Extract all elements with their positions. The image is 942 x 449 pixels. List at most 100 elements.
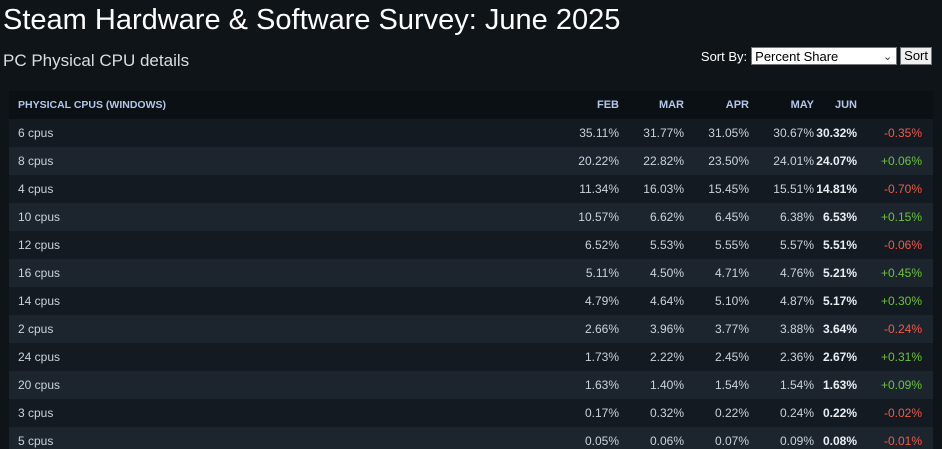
row-label: 2 cpus [9,315,562,343]
cell-apr: 1.54% [684,371,749,399]
cell-jun: 1.63% [814,371,875,399]
row-label: 10 cpus [9,203,562,231]
cell-mar: 3.96% [619,315,684,343]
cell-may: 2.36% [749,343,814,371]
cell-jun: 3.64% [814,315,875,343]
cell-may: 6.38% [749,203,814,231]
cell-feb: 20.22% [562,147,619,175]
column-header-mar: MAR [619,91,684,119]
cell-jun: 14.81% [814,175,875,203]
table-row: 10 cpus 10.57% 6.62% 6.45% 6.38% 6.53% +0.15% [9,203,933,231]
column-header-change [875,91,933,119]
table-row: 12 cpus 6.52% 5.53% 5.55% 5.57% 5.51% -0.06% [9,231,933,259]
row-label: 6 cpus [9,119,562,147]
cell-change: +0.09% [875,371,933,399]
cell-mar: 1.40% [619,371,684,399]
cell-jun: 24.07% [814,147,875,175]
cell-change: -0.24% [875,315,933,343]
sort-controls: Sort By: Percent Share ⌄ Sort [701,47,932,65]
row-label: 12 cpus [9,231,562,259]
table-row: 20 cpus 1.63% 1.40% 1.54% 1.54% 1.63% +0.09% [9,371,933,399]
table-row: 6 cpus 35.11% 31.77% 31.05% 30.67% 30.32% -0.3… [9,119,933,147]
table-header-row: PHYSICAL CPUS (WINDOWS) FEB MAR APR MAY … [9,91,933,119]
row-label: 5 cpus [9,427,562,449]
cell-change: +0.30% [875,287,933,315]
cell-apr: 5.10% [684,287,749,315]
sort-selected-value: Percent Share [755,49,839,64]
cell-feb: 10.57% [562,203,619,231]
cell-may: 4.87% [749,287,814,315]
cell-jun: 2.67% [814,343,875,371]
cell-mar: 0.06% [619,427,684,449]
sort-label: Sort By: [700,48,748,64]
cell-change: +0.06% [875,147,933,175]
cell-mar: 4.64% [619,287,684,315]
cell-mar: 6.62% [619,203,684,231]
cell-mar: 16.03% [619,175,684,203]
cell-feb: 2.66% [562,315,619,343]
cell-mar: 4.50% [619,259,684,287]
cell-apr: 6.45% [684,203,749,231]
cell-feb: 0.05% [562,427,619,449]
cell-mar: 31.77% [619,119,684,147]
cell-may: 1.54% [749,371,814,399]
cell-may: 3.88% [749,315,814,343]
table-row: 16 cpus 5.11% 4.50% 4.71% 4.76% 5.21% +0.45% [9,259,933,287]
cell-apr: 2.45% [684,343,749,371]
row-label: 24 cpus [9,343,562,371]
cell-change: +0.45% [875,259,933,287]
cell-feb: 0.17% [562,399,619,427]
cell-may: 0.24% [749,399,814,427]
table-row: 8 cpus 20.22% 22.82% 23.50% 24.01% 24.07% +0.0… [9,147,933,175]
cell-may: 4.76% [749,259,814,287]
column-header-name: PHYSICAL CPUS (WINDOWS) [9,91,562,119]
row-label: 16 cpus [9,259,562,287]
row-label: 8 cpus [9,147,562,175]
sort-button[interactable]: Sort [900,47,932,65]
cell-mar: 5.53% [619,231,684,259]
cell-apr: 0.07% [684,427,749,449]
cell-jun: 5.51% [814,231,875,259]
cpu-table-container: PHYSICAL CPUS (WINDOWS) FEB MAR APR MAY … [9,91,933,449]
cell-jun: 30.32% [814,119,875,147]
table-row: 4 cpus 11.34% 16.03% 15.45% 15.51% 14.81% -0.7… [9,175,933,203]
cell-apr: 0.22% [684,399,749,427]
chevron-down-icon: ⌄ [882,51,893,63]
cell-change: -0.01% [875,427,933,449]
cell-apr: 31.05% [684,119,749,147]
column-header-apr: APR [684,91,749,119]
cell-jun: 5.21% [814,259,875,287]
page-subtitle: PC Physical CPU details [3,51,190,70]
table-row: 3 cpus 0.17% 0.32% 0.22% 0.24% 0.22% -0.02% [9,399,933,427]
row-label: 4 cpus [9,175,562,203]
table-body: 6 cpus 35.11% 31.77% 31.05% 30.67% 30.32% -0.3… [9,119,933,449]
cell-apr: 23.50% [684,147,749,175]
table-row: 2 cpus 2.66% 3.96% 3.77% 3.88% 3.64% -0.24% [9,315,933,343]
row-label: 14 cpus [9,287,562,315]
cell-change: +0.31% [875,343,933,371]
cell-feb: 4.79% [562,287,619,315]
cell-jun: 5.17% [814,287,875,315]
page-title: Steam Hardware & Software Survey: June 2… [3,4,621,36]
cell-mar: 0.32% [619,399,684,427]
cell-feb: 11.34% [562,175,619,203]
column-header-may: MAY [749,91,814,119]
sort-dropdown[interactable]: Percent Share ⌄ [751,47,898,65]
cpu-table: PHYSICAL CPUS (WINDOWS) FEB MAR APR MAY … [9,91,933,449]
row-label: 3 cpus [9,399,562,427]
cell-feb: 1.73% [562,343,619,371]
column-header-jun: JUN [814,91,875,119]
cell-change: -0.70% [875,175,933,203]
cell-may: 24.01% [749,147,814,175]
column-header-feb: FEB [562,91,619,119]
cell-apr: 3.77% [684,315,749,343]
cell-apr: 4.71% [684,259,749,287]
cell-change: -0.35% [875,119,933,147]
cell-mar: 22.82% [619,147,684,175]
cell-change: +0.15% [875,203,933,231]
cell-apr: 15.45% [684,175,749,203]
cell-feb: 1.63% [562,371,619,399]
cell-change: -0.06% [875,231,933,259]
cell-feb: 35.11% [562,119,619,147]
